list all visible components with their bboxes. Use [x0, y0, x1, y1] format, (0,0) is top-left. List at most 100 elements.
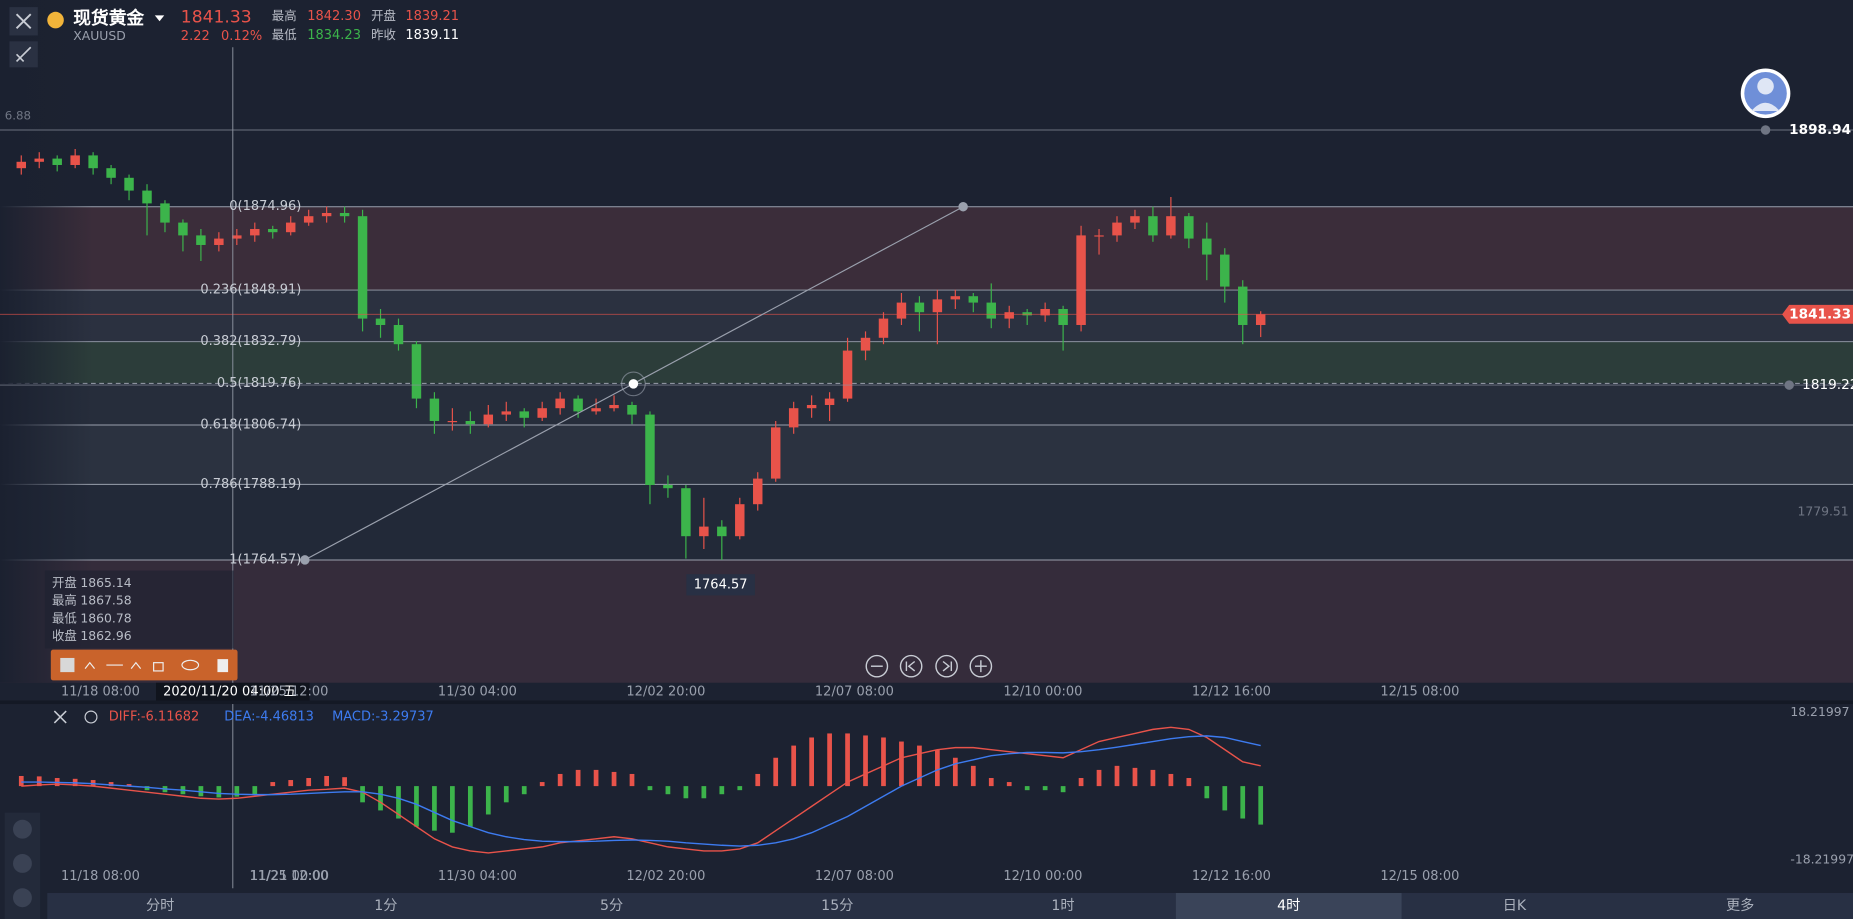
- macd-bar: [503, 786, 509, 803]
- candle-body: [375, 318, 386, 325]
- candle-body: [1094, 235, 1104, 237]
- price: 1841.33: [181, 8, 252, 28]
- candle-body: [34, 158, 44, 162]
- macd-bar: [611, 771, 617, 787]
- line-toggle[interactable]: [130, 661, 142, 669]
- scroll-left[interactable]: [899, 654, 923, 678]
- macd-bar: [988, 778, 994, 787]
- x-tick-label: 11/30 04:00: [438, 685, 517, 700]
- alert-bell[interactable]: [1784, 380, 1794, 390]
- alert-bell[interactable]: [1760, 125, 1771, 135]
- x-tick-label: 12/15 08:00: [1380, 685, 1459, 700]
- ohlc-value: 1867.58: [80, 593, 131, 608]
- close-button[interactable]: [9, 7, 38, 36]
- candle-body: [1076, 235, 1086, 325]
- x-tick-label: 12/02 20:00: [626, 685, 705, 700]
- ohlc-value: 1860.78: [80, 610, 131, 625]
- draw-tool-button[interactable]: [9, 41, 38, 68]
- trend-button[interactable]: [12, 888, 32, 908]
- side-tools: [4, 812, 41, 919]
- stat-label: 最高: [272, 8, 297, 23]
- candle-body: [70, 155, 80, 165]
- macd-bar: [647, 786, 653, 791]
- zoom-out[interactable]: [865, 654, 889, 678]
- tab[interactable]: 1分: [374, 898, 397, 914]
- pen-button[interactable]: [12, 854, 32, 873]
- candle-body: [824, 398, 835, 405]
- symbol-name[interactable]: 现货黄金: [73, 7, 144, 29]
- macd-settings[interactable]: [84, 710, 98, 724]
- x-tick-label: 12/10 00:00: [1003, 869, 1082, 884]
- macd-bar: [252, 786, 258, 795]
- candle-body: [1058, 308, 1068, 325]
- macd-bar: [414, 786, 419, 827]
- x-tick-label: 11/25 12:00: [249, 869, 328, 884]
- candle-body: [1166, 216, 1176, 236]
- fib-anchor[interactable]: [958, 201, 968, 212]
- tab[interactable]: 15分: [821, 898, 853, 914]
- tab[interactable]: 更多: [1726, 897, 1754, 914]
- visibility-button[interactable]: [181, 659, 200, 671]
- macd-bar: [755, 773, 761, 787]
- price-tag: [1782, 304, 1853, 324]
- candle-body: [717, 526, 727, 537]
- color-swatch[interactable]: [60, 657, 75, 673]
- delete-button[interactable]: [217, 659, 229, 673]
- candle-body: [1148, 216, 1158, 236]
- candle-body: [124, 177, 134, 191]
- macd-bar: [108, 782, 114, 787]
- macd-bar: [144, 786, 150, 791]
- avatar[interactable]: [1740, 68, 1791, 119]
- tab[interactable]: 日K: [1503, 898, 1527, 914]
- macd-bar: [701, 786, 707, 799]
- macd-bar: [593, 769, 599, 787]
- candle-body: [591, 408, 601, 412]
- candle-body: [986, 302, 996, 319]
- candle-body: [753, 478, 763, 505]
- stat-value: 1834.23: [307, 28, 361, 43]
- candle-body: [16, 161, 26, 169]
- macd-close[interactable]: [53, 710, 67, 724]
- macd-bar: [809, 737, 814, 787]
- fib-handle-ring[interactable]: [621, 371, 646, 397]
- macd-bar: [1222, 786, 1228, 811]
- candle-body: [160, 203, 170, 223]
- cut-axis-label: 6.88: [5, 108, 31, 122]
- fill-toggle[interactable]: [84, 661, 96, 669]
- lock-button[interactable]: [153, 662, 164, 672]
- left-fade: [0, 0, 1853, 683]
- candle-body: [1184, 216, 1194, 239]
- fib-label: 0.5(1819.76): [217, 376, 302, 391]
- candle-body: [627, 404, 637, 415]
- tab[interactable]: 5分: [600, 898, 623, 914]
- indicator-button[interactable]: [12, 819, 32, 839]
- tab[interactable]: 1时: [1051, 898, 1074, 914]
- macd-bar: [1168, 773, 1174, 787]
- candle-body: [555, 398, 565, 409]
- macd-bar: [288, 780, 294, 787]
- macd-bar: [270, 782, 276, 787]
- zoom-in[interactable]: [969, 654, 993, 678]
- panel-separator: [0, 700, 1853, 705]
- price-line-label: 1841.33: [1789, 306, 1851, 322]
- candle-body: [609, 404, 619, 409]
- scroll-right[interactable]: [935, 654, 958, 678]
- tab[interactable]: 分时: [146, 898, 174, 914]
- x-tick-label: 11/30 04:00: [438, 869, 517, 884]
- change-pct: 0.12%: [221, 29, 262, 44]
- macd-bar: [773, 757, 779, 787]
- candle-body: [268, 228, 278, 233]
- tab[interactable]: 4时: [1277, 898, 1300, 914]
- ohlc-label: 收盘: [52, 628, 77, 643]
- fib-anchor[interactable]: [300, 555, 310, 565]
- x-tick-label: 12/10 00:00: [1003, 685, 1082, 700]
- macd-bar: [1078, 778, 1084, 787]
- stat-label: 开盘: [371, 8, 396, 23]
- symbol-dropdown[interactable]: [154, 15, 165, 22]
- macd-bar: [1060, 786, 1066, 793]
- change: 2.22: [181, 29, 210, 44]
- fib-handle[interactable]: [628, 379, 639, 389]
- candle-body: [968, 296, 979, 303]
- candle-body: [196, 235, 206, 245]
